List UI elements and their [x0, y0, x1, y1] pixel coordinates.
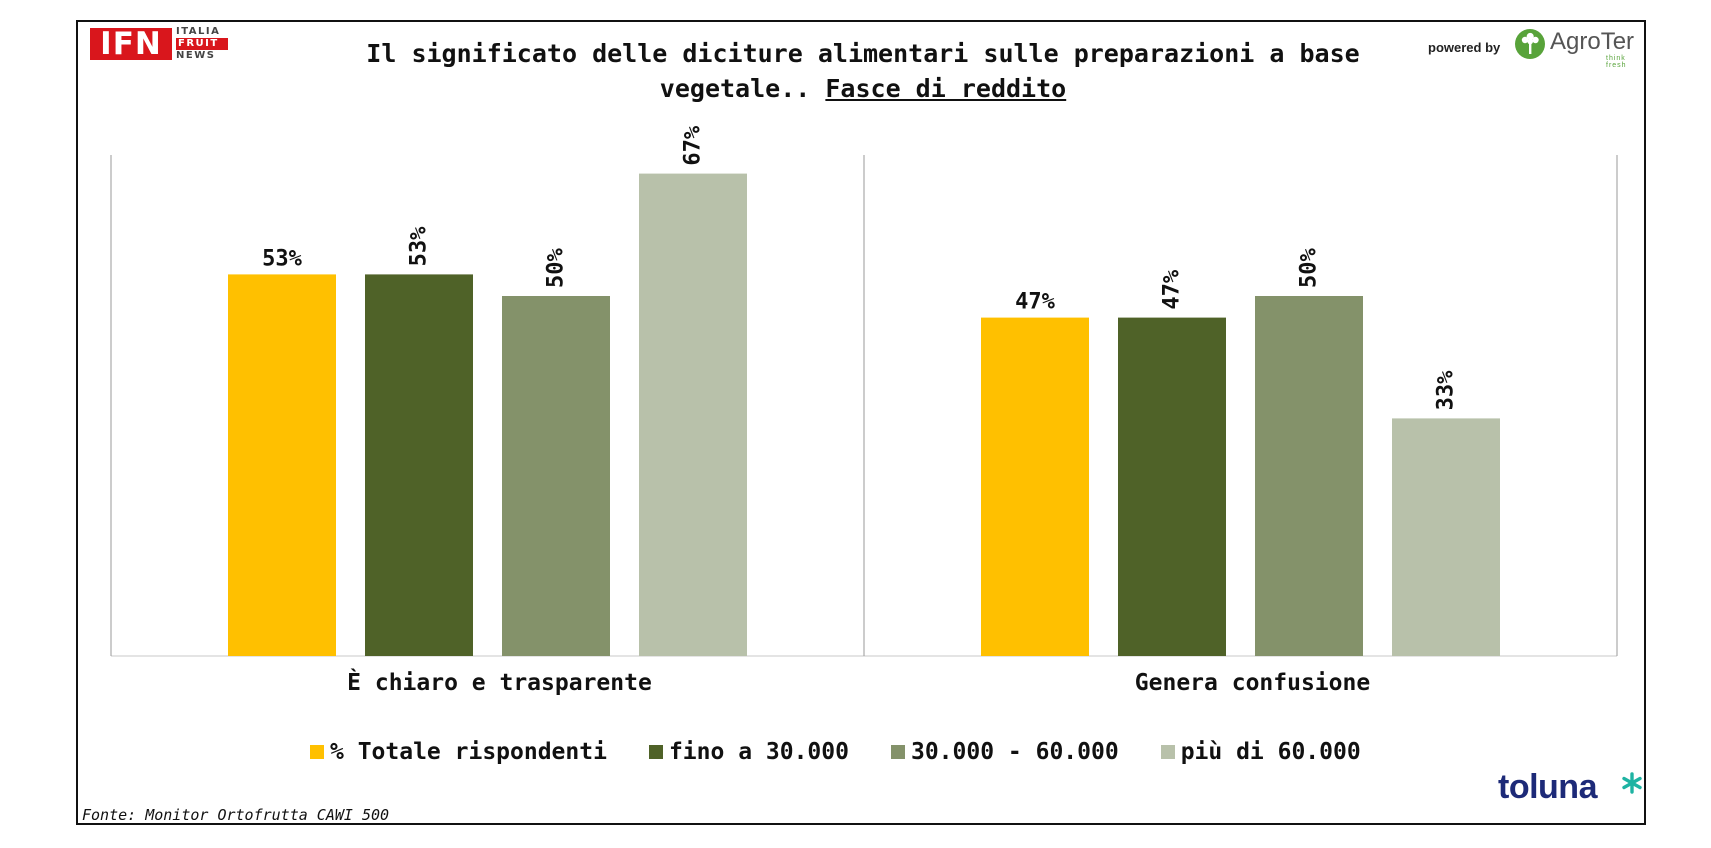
category-tick-label: Genera confusione: [1135, 670, 1370, 696]
data-label: 50%: [1297, 248, 1322, 288]
legend-item-low-income: fino a 30.000: [648, 739, 849, 765]
legend-swatch-high-income: [1160, 745, 1175, 759]
bar-chart: 53% 53% 50% 67% È chiaro e trasparente 47% 47%…: [110, 125, 1618, 696]
powered-by-label: powered by: [1428, 40, 1501, 55]
bar: [502, 296, 610, 656]
legend-swatch-mid-income: [890, 745, 905, 759]
category-tick-label: È chiaro e trasparente: [347, 668, 652, 696]
chart-title: Il significato delle diciture alimentari…: [308, 36, 1418, 106]
ifn-logo-line-fruit: FRUIT: [176, 38, 228, 50]
ifn-logo-mark: IFN: [90, 28, 172, 60]
data-label: 53%: [407, 226, 432, 266]
bar: [1255, 296, 1363, 656]
source-note: Fonte: Monitor Ortofrutta CAWI 500: [82, 806, 390, 824]
tree-icon: [1515, 29, 1545, 59]
bar: [981, 317, 1089, 656]
chart-title-line1: Il significato delle diciture alimentari…: [366, 39, 1360, 68]
chart-title-line2: vegetale.. Fasce di reddito: [308, 71, 1418, 106]
bar: [639, 173, 747, 656]
toluna-logo: toluna: [1498, 768, 1648, 810]
agroter-logo-tagline: think fresh: [1606, 55, 1627, 69]
data-label: 47%: [1015, 290, 1055, 315]
chart-title-line2-text: vegetale..: [659, 74, 826, 103]
legend-item-total: % Totale rispondenti: [310, 739, 607, 765]
asterisk-icon: [1622, 772, 1642, 794]
legend-label-high-income: più di 60.000: [1180, 739, 1361, 765]
agroter-logo-name: AgroTer: [1550, 28, 1635, 55]
data-label: 33%: [1434, 370, 1459, 410]
ifn-logo-wordmark: ITALIA FRUIT NEWS: [176, 26, 228, 62]
chart-subtitle-underlined: Fasce di reddito: [825, 74, 1067, 103]
toluna-logo-wordmark: toluna: [1498, 768, 1597, 806]
bar: [1118, 317, 1226, 656]
legend-label-mid-income: 30.000 - 60.000: [910, 739, 1119, 765]
agroter-logo: AgroTer think fresh: [1514, 26, 1644, 69]
legend-label-total: % Totale rispondenti: [330, 739, 607, 765]
chart-legend: % Totale rispondenti fino a 30.000 30.00…: [310, 738, 1403, 766]
bar: [228, 274, 336, 656]
italia-fruit-news-logo: IFN ITALIA FRUIT NEWS: [90, 26, 228, 62]
bar: [1392, 418, 1500, 656]
legend-item-high-income: più di 60.000: [1160, 739, 1361, 765]
legend-item-mid-income: 30.000 - 60.000: [890, 739, 1119, 765]
chart-frame: IFN ITALIA FRUIT NEWS Il significato del…: [76, 20, 1646, 825]
data-label: 50%: [544, 248, 569, 288]
bar: [365, 274, 473, 656]
data-label: 67%: [681, 125, 706, 165]
legend-swatch-low-income: [648, 745, 663, 759]
ifn-logo-line-news: NEWS: [176, 50, 216, 61]
legend-label-low-income: fino a 30.000: [668, 739, 849, 765]
data-label: 53%: [262, 246, 302, 271]
legend-swatch-total: [310, 745, 324, 759]
ifn-logo-line-italia: ITALIA: [176, 26, 221, 37]
data-label: 47%: [1160, 269, 1185, 309]
